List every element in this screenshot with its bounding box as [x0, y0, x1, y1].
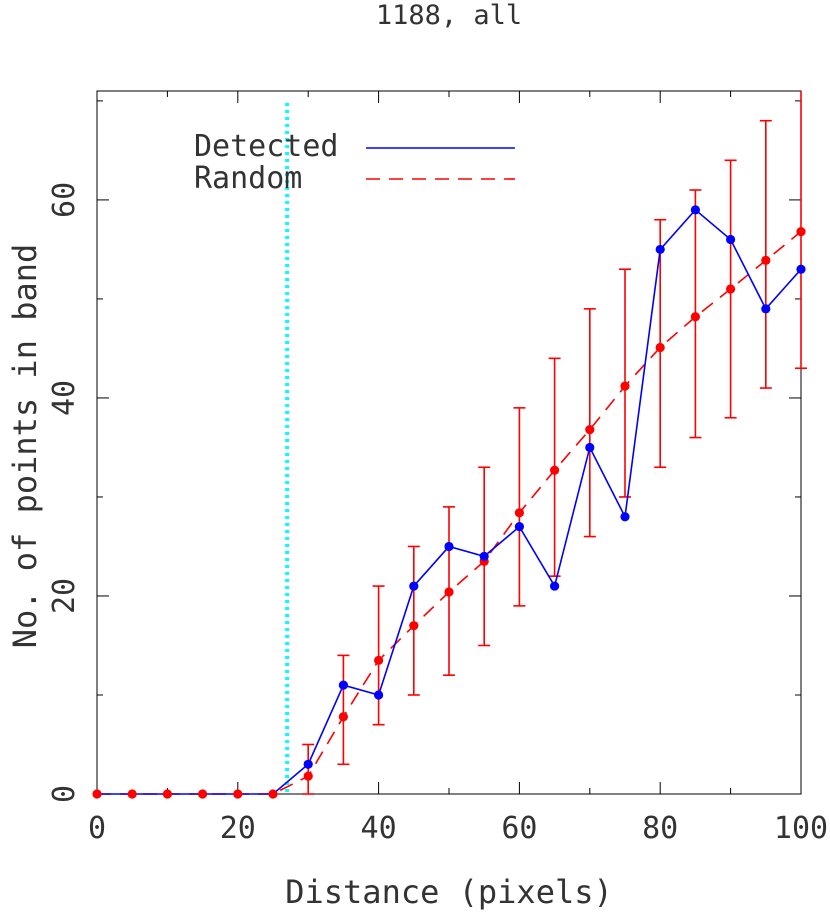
y-tick-label: 40: [47, 380, 82, 416]
random-point: [198, 789, 208, 799]
axis-ticks: 0 20 40 60 80 100 0 20 40 60: [47, 91, 828, 846]
random-point: [514, 508, 525, 518]
random-point: [550, 465, 560, 475]
x-tick-label: 0: [88, 811, 106, 846]
y-tick-label: 20: [47, 578, 82, 614]
detected-point: [444, 541, 454, 552]
random-point: [620, 381, 630, 391]
x-tick-label: 80: [642, 811, 678, 846]
y-tick-label: 60: [47, 182, 82, 218]
random-point: [409, 621, 419, 631]
chart-title: 1188, all: [376, 0, 522, 31]
random-point: [303, 771, 313, 781]
detected-point: [620, 512, 630, 522]
random-point: [444, 587, 454, 597]
detected-point: [303, 759, 313, 769]
random-point: [233, 789, 243, 799]
detected-point: [374, 690, 384, 700]
random-point: [92, 789, 102, 799]
random-point: [585, 425, 595, 435]
detected-point: [550, 581, 560, 591]
x-tick-label: 40: [361, 811, 397, 846]
x-tick-label: 20: [220, 811, 256, 846]
detected-point: [690, 205, 701, 215]
detected-point: [796, 264, 806, 274]
detected-point: [761, 304, 771, 314]
random-point: [726, 284, 736, 294]
series-layer: [92, 91, 807, 799]
random-point: [268, 789, 278, 799]
detected-point: [726, 234, 736, 245]
random-point: [338, 712, 348, 722]
detected-point: [409, 581, 419, 591]
x-tick-label: 60: [501, 811, 537, 846]
legend-label-detected: Detected: [194, 129, 339, 164]
detected-point: [585, 442, 595, 453]
random-point: [761, 255, 771, 265]
random-point: [127, 789, 137, 799]
detected-point: [338, 680, 348, 690]
random-point: [690, 312, 701, 322]
x-tick-label: 100: [774, 811, 828, 846]
y-tick-label: 0: [47, 785, 82, 803]
random-point: [796, 227, 806, 237]
detected-point: [514, 522, 525, 532]
legend-label-random: Random: [194, 161, 302, 196]
random-point: [374, 655, 384, 665]
x-axis-label: Distance (pixels): [285, 873, 613, 911]
random-point: [655, 342, 665, 353]
detected-point: [479, 551, 489, 561]
y-axis-label: No. of points in band: [6, 244, 44, 649]
detected-point: [655, 244, 665, 255]
random-point: [162, 789, 172, 799]
